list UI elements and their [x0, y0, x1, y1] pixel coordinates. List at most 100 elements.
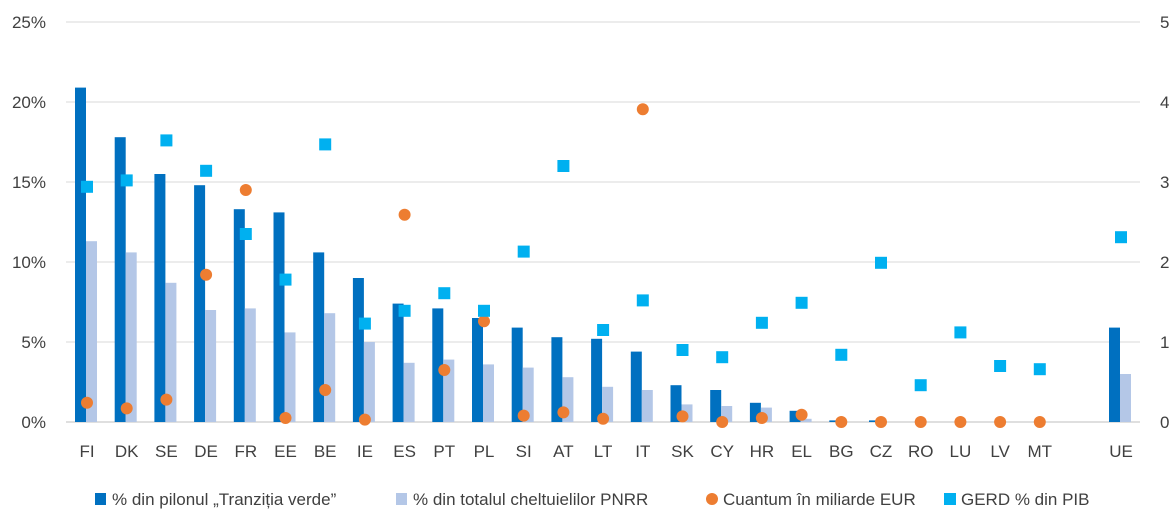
category-label: RO: [908, 442, 934, 461]
bar-green-pillar-HR: [749, 402, 761, 422]
legend: % din pilonul „Tranziția verde” % din tot…: [95, 490, 1090, 509]
point-amount-MT: [1033, 416, 1046, 428]
point-gerd-IT: [636, 294, 649, 307]
point-amount-IT: [636, 103, 649, 116]
point-gerd-CY: [716, 351, 729, 364]
point-amount-AT: [557, 406, 570, 419]
bar-pnrr-total-LT: [602, 386, 614, 422]
legend-label: GERD % din PIB: [961, 490, 1090, 509]
legend-swatch: [95, 493, 106, 505]
bar-pnrr-total-SI: [522, 367, 534, 422]
bar-green-pillar-CY: [710, 390, 722, 422]
bar-green-pillar-BG: [829, 420, 841, 422]
point-amount-EL: [795, 408, 808, 421]
category-label: PT: [433, 442, 455, 461]
category-label: IT: [635, 442, 650, 461]
point-gerd-EL: [795, 296, 808, 309]
left-tick-label: 5%: [21, 333, 46, 352]
point-amount-CZ: [875, 416, 887, 428]
point-amount-BG: [835, 416, 848, 428]
bar-pnrr-total-DK: [125, 252, 137, 422]
bar-green-pillar-PT: [432, 308, 444, 422]
bar-pnrr-total-ES: [403, 362, 415, 422]
legend-label: Cuantum în miliarde EUR: [723, 490, 916, 509]
category-label: EE: [274, 442, 297, 461]
point-amount-ES: [398, 208, 411, 221]
category-label: FR: [234, 442, 257, 461]
left-tick-label: 25%: [12, 13, 46, 32]
point-gerd-SE: [160, 134, 173, 147]
category-label: DK: [115, 442, 139, 461]
bar-green-pillar-SI: [511, 327, 523, 422]
point-amount-BE: [319, 384, 332, 396]
left-tick-label: 15%: [12, 173, 46, 192]
right-tick-label: 5: [1160, 13, 1169, 32]
point-gerd-EE: [279, 273, 292, 286]
point-amount-SK: [676, 410, 689, 423]
category-label: CZ: [870, 442, 893, 461]
point-amount-LT: [597, 412, 610, 425]
point-amount-SE: [160, 393, 173, 406]
right-tick-label: 3: [1160, 173, 1169, 192]
point-gerd-CZ: [875, 256, 887, 269]
right-tick-label: 2: [1160, 253, 1169, 272]
bar-pnrr-total-DE: [205, 310, 217, 422]
right-tick-label: 4: [1160, 93, 1169, 112]
point-gerd-PT: [438, 287, 451, 300]
point-amount-LU: [954, 416, 967, 428]
bar-pnrr-total-EL: [800, 418, 812, 422]
point-amount-DE: [200, 268, 213, 281]
bar-green-pillar-UE: [1109, 327, 1120, 422]
point-gerd-RO: [914, 379, 927, 392]
legend-swatch: [944, 493, 956, 505]
point-gerd-SI: [517, 245, 530, 258]
category-label: PL: [474, 442, 495, 461]
bar-pnrr-total-UE: [1120, 374, 1131, 422]
point-amount-FR: [239, 184, 252, 196]
category-label: LV: [990, 442, 1010, 461]
point-amount-LV: [994, 416, 1007, 428]
point-amount-EE: [279, 412, 292, 424]
point-amount-RO: [914, 416, 927, 428]
bar-green-pillar-LT: [591, 338, 603, 422]
right-tick-label: 1: [1160, 333, 1169, 352]
bar-green-pillar-FI: [75, 87, 86, 422]
point-gerd-DE: [200, 164, 213, 177]
point-gerd-MT: [1033, 363, 1046, 376]
bar-green-pillar-SE: [154, 174, 166, 422]
category-label: MT: [1028, 442, 1053, 461]
point-gerd-LV: [994, 360, 1007, 372]
category-label: UE: [1109, 442, 1133, 461]
bar-pnrr-total-IE: [363, 342, 375, 422]
category-label: CY: [710, 442, 734, 461]
category-label: HR: [750, 442, 775, 461]
bar-pnrr-total-FR: [244, 308, 256, 422]
bar-green-pillar-EL: [789, 410, 801, 422]
category-label: SK: [671, 442, 694, 461]
bar-pnrr-total-PT: [443, 359, 455, 422]
category-label: AT: [553, 442, 573, 461]
bar-pnrr-total-FI: [86, 241, 97, 422]
point-amount-CY: [716, 416, 729, 428]
point-gerd-DK: [120, 174, 133, 187]
point-amount-HR: [755, 412, 768, 424]
bar-pnrr-total-AT: [562, 377, 574, 422]
legend-label: % din totalul cheltuielilor PNRR: [413, 490, 648, 509]
category-label: FI: [79, 442, 94, 461]
bar-pnrr-total-SE: [165, 282, 177, 422]
category-label: BG: [829, 442, 854, 461]
point-gerd-HR: [755, 316, 768, 329]
right-axis-ticks: 0 1 2 3 4 5: [1160, 13, 1169, 432]
point-gerd-BE: [319, 138, 332, 151]
category-label: IE: [357, 442, 373, 461]
point-amount-SI: [517, 409, 530, 422]
point-amount-IE: [358, 413, 371, 426]
point-amount-PL: [478, 315, 490, 328]
right-tick-label: 0: [1160, 413, 1169, 432]
bar-green-pillar-EE: [273, 212, 285, 422]
bar-green-pillar-FR: [233, 209, 245, 422]
category-label: SI: [516, 442, 532, 461]
left-tick-label: 20%: [12, 93, 46, 112]
category-label: ES: [393, 442, 416, 461]
